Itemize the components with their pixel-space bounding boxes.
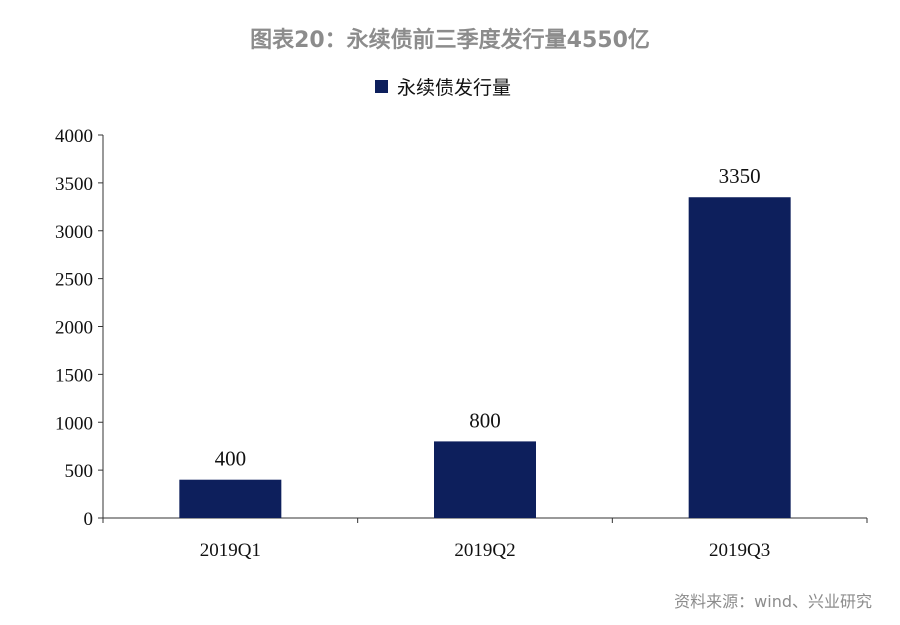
bar: [434, 441, 536, 518]
y-tick-label: 500: [65, 461, 94, 482]
x-tick-label: 2019Q1: [200, 540, 261, 561]
legend: 永续债发行量: [375, 77, 511, 99]
bar: [688, 197, 791, 519]
bar: [179, 479, 282, 518]
y-tick-label: 2500: [55, 270, 93, 291]
chart-title: 图表20：永续债前三季度发行量4550亿: [250, 28, 650, 53]
y-tick-label: 2000: [55, 318, 93, 339]
y-tick-label: 3000: [55, 222, 93, 243]
y-tick-label: 1500: [55, 365, 93, 386]
plot-area: 0 500 1000 1500 2000 2500 3000 3500 4000 400 2019Q…: [55, 126, 868, 561]
x-tick-label: 2019Q2: [454, 540, 515, 561]
legend-label: 永续债发行量: [397, 77, 511, 99]
legend-swatch: [375, 80, 388, 93]
y-tick-label: 1000: [55, 413, 93, 434]
y-tick-label: 3500: [55, 174, 93, 195]
data-label: 3350: [719, 164, 761, 188]
y-tick-label: 4000: [55, 126, 93, 147]
data-label: 400: [215, 447, 247, 471]
x-tick-label: 2019Q3: [709, 540, 770, 561]
source-note: 资料来源：wind、兴业研究: [674, 592, 872, 611]
data-label: 800: [469, 408, 501, 432]
y-tick-label: 0: [84, 509, 94, 530]
